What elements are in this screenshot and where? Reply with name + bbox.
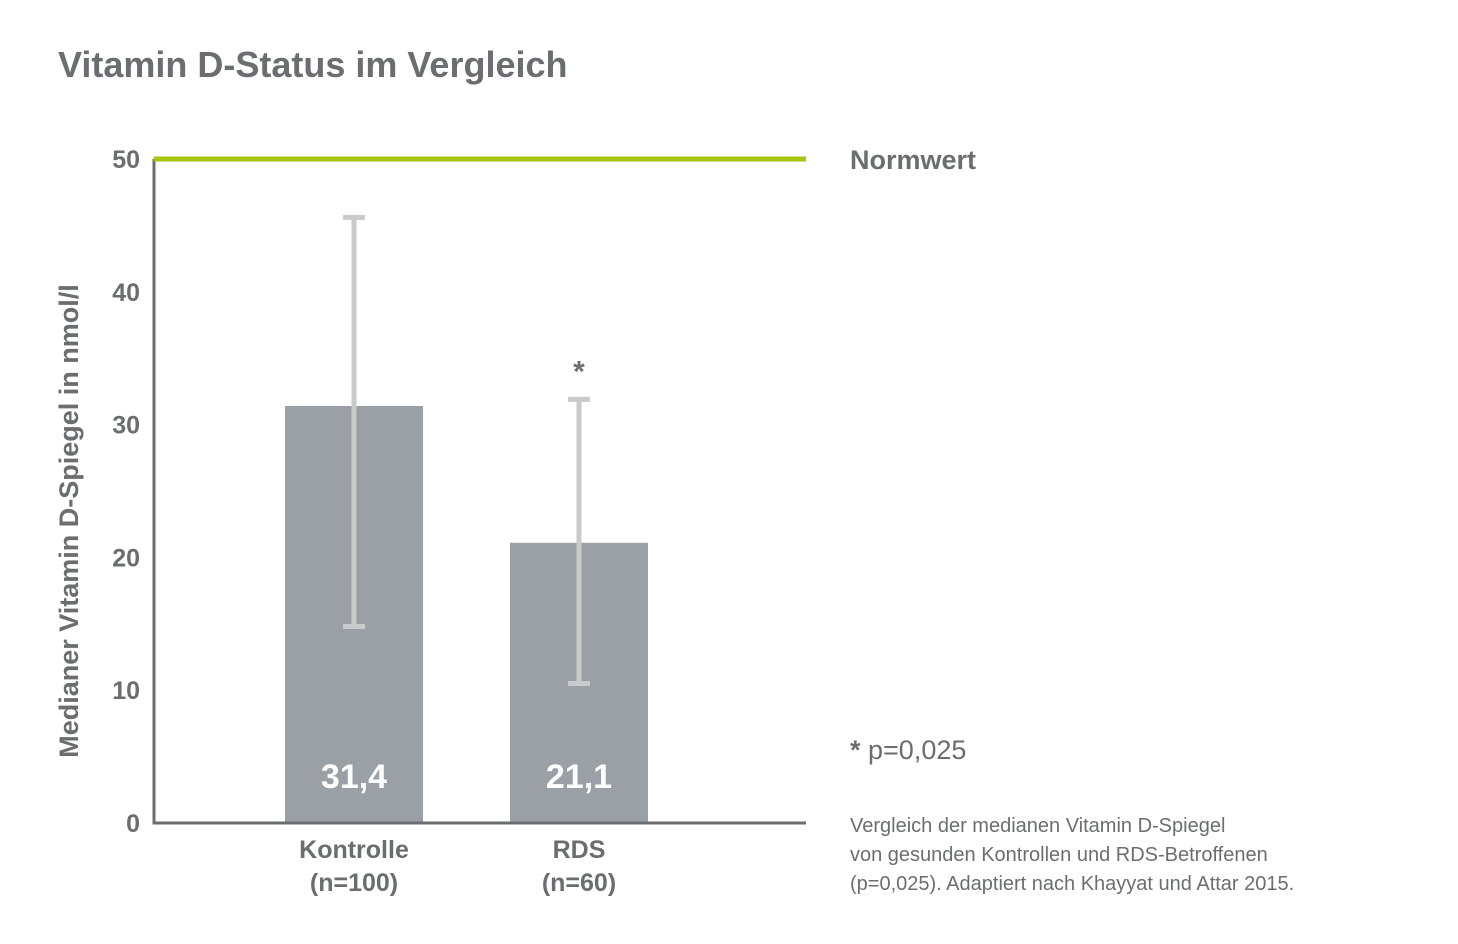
x-tick-label: RDS bbox=[553, 836, 606, 864]
y-tick-label: 20 bbox=[112, 544, 140, 572]
significance-note-text: p=0,025 bbox=[860, 735, 967, 765]
significance-note-star: * bbox=[850, 735, 861, 765]
y-tick-label: 50 bbox=[112, 146, 140, 174]
chart-title: Vitamin D-Status im Vergleich bbox=[58, 44, 568, 85]
y-tick-label: 10 bbox=[112, 677, 140, 705]
y-tick-label: 40 bbox=[112, 279, 140, 307]
bar-value-label: 21,1 bbox=[546, 758, 612, 796]
caption: Vergleich der medianen Vitamin D-Spiegel… bbox=[850, 812, 1410, 899]
bar-value-label: 31,4 bbox=[321, 758, 387, 796]
x-tick-sublabel: (n=60) bbox=[542, 869, 616, 897]
x-tick-sublabel: (n=100) bbox=[310, 869, 398, 897]
significance-marker: * bbox=[573, 355, 585, 388]
reference-line-label: Normwert bbox=[850, 145, 976, 175]
y-tick-label: 0 bbox=[126, 810, 140, 838]
y-axis-label: Medianer Vitamin D-Spiegel in nmol/l bbox=[54, 284, 84, 758]
y-tick-label: 30 bbox=[112, 412, 140, 440]
caption-line: (p=0,025). Adaptiert nach Khayyat und At… bbox=[850, 873, 1295, 895]
significance-note: * p=0,025 bbox=[850, 735, 966, 766]
x-tick-label: Kontrolle bbox=[299, 836, 409, 864]
caption-line: von gesunden Kontrollen und RDS-Betroffe… bbox=[850, 844, 1268, 866]
caption-line: Vergleich der medianen Vitamin D-Spiegel bbox=[850, 815, 1226, 837]
